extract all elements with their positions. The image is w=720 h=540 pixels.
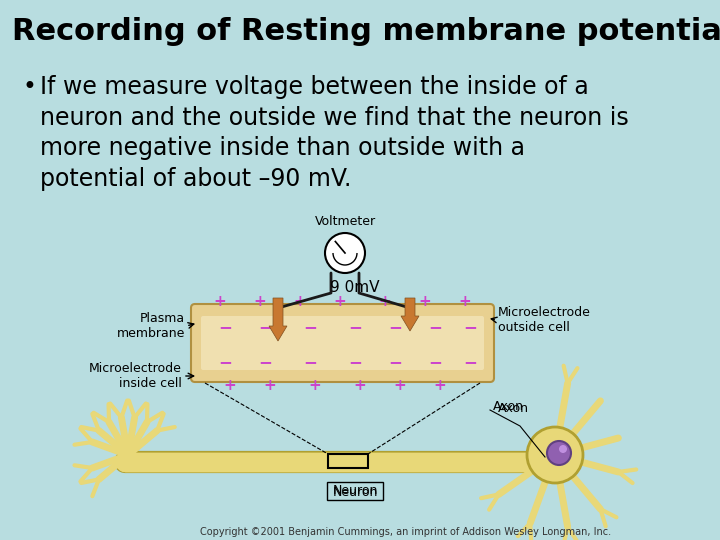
Text: +: + <box>333 294 346 309</box>
Text: −: − <box>388 353 402 371</box>
Text: 9 0mV: 9 0mV <box>330 280 379 294</box>
Text: +: + <box>294 294 307 309</box>
Text: Microelectrode
inside cell: Microelectrode inside cell <box>89 362 182 390</box>
Text: −: − <box>218 318 232 336</box>
Text: +: + <box>459 294 472 309</box>
Circle shape <box>325 233 365 273</box>
FancyArrow shape <box>269 298 287 341</box>
Text: Recording of Resting membrane potential: Recording of Resting membrane potential <box>12 17 720 46</box>
Circle shape <box>547 441 571 465</box>
Text: −: − <box>303 353 317 371</box>
FancyBboxPatch shape <box>201 316 484 370</box>
Text: Plasma
membrane: Plasma membrane <box>117 312 185 340</box>
Text: +: + <box>309 379 321 394</box>
Text: Neuron: Neuron <box>333 485 378 498</box>
Text: Microelectrode
outside cell: Microelectrode outside cell <box>498 306 591 334</box>
Text: −: − <box>258 353 272 371</box>
Text: Axon: Axon <box>493 400 524 413</box>
Text: −: − <box>348 318 362 336</box>
Text: −: − <box>388 318 402 336</box>
Text: +: + <box>264 379 276 394</box>
FancyArrow shape <box>401 298 419 331</box>
Text: +: + <box>418 294 431 309</box>
Text: −: − <box>348 353 362 371</box>
Text: +: + <box>354 379 366 394</box>
Text: −: − <box>303 318 317 336</box>
Text: +: + <box>433 379 446 394</box>
Circle shape <box>559 445 567 453</box>
Text: •: • <box>22 75 36 99</box>
Text: If we measure voltage between the inside of a
neuron and the outside we find tha: If we measure voltage between the inside… <box>40 75 629 191</box>
FancyBboxPatch shape <box>191 304 494 382</box>
Bar <box>328 454 368 468</box>
Text: −: − <box>463 318 477 336</box>
Circle shape <box>527 427 583 483</box>
Text: −: − <box>258 318 272 336</box>
Text: +: + <box>224 379 236 394</box>
Text: −: − <box>463 353 477 371</box>
Text: −: − <box>218 353 232 371</box>
Text: +: + <box>394 379 406 394</box>
Text: Voltmeter: Voltmeter <box>315 215 376 228</box>
Text: +: + <box>253 294 266 309</box>
Text: +: + <box>379 294 392 309</box>
FancyBboxPatch shape <box>327 482 383 500</box>
Text: Neuron: Neuron <box>333 484 378 497</box>
Text: +: + <box>214 294 226 309</box>
Text: Axon: Axon <box>498 402 529 415</box>
Text: Copyright ©2001 Benjamin Cummings, an imprint of Addison Wesley Longman, Inc.: Copyright ©2001 Benjamin Cummings, an im… <box>200 527 611 537</box>
Text: −: − <box>428 353 442 371</box>
Text: −: − <box>428 318 442 336</box>
